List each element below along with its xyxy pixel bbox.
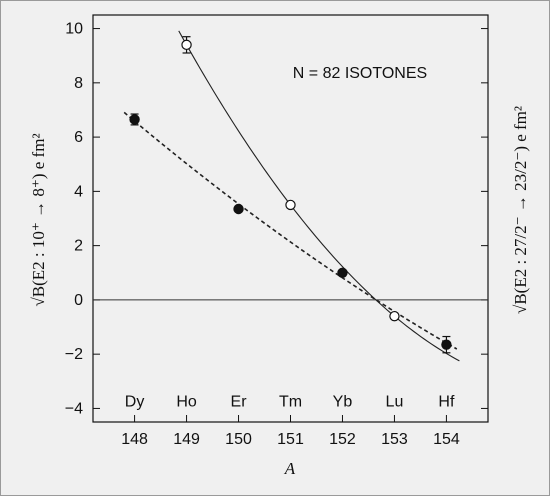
data-point-filled: [129, 114, 140, 125]
y-tick-label: −2: [65, 346, 83, 363]
y-tick-label: 10: [65, 21, 83, 38]
x-tick-label: 152: [329, 431, 356, 448]
y-tick-label: 2: [74, 238, 83, 255]
data-point-open: [285, 199, 296, 211]
plot-frame: [92, 14, 489, 423]
element-label: Ho: [176, 394, 197, 411]
data-point-filled: [233, 203, 244, 215]
chart-title: N = 82 ISOTONES: [293, 65, 427, 82]
y-tick-label: −4: [65, 400, 83, 417]
data-point-filled: [441, 339, 452, 350]
x-tick-label: 149: [173, 431, 200, 448]
y-tick-label: 6: [74, 129, 83, 146]
data-point-open: [181, 39, 192, 51]
x-axis-label: A: [284, 459, 296, 478]
element-label: Er: [231, 394, 248, 411]
element-label: Tm: [279, 394, 302, 411]
y-tick-label: 8: [74, 75, 83, 92]
y-tick-label: 0: [74, 292, 83, 309]
x-tick-label: 148: [121, 431, 148, 448]
left-axis-label: √B(E2 : 10⁺ → 8⁺) e fm²: [29, 133, 48, 306]
element-label: Hf: [438, 394, 455, 411]
element-label: Dy: [125, 394, 145, 411]
fit-curve-open: [178, 30, 460, 362]
data-point-open: [389, 310, 400, 322]
x-tick-label: 154: [433, 431, 460, 448]
x-tick-label: 150: [225, 431, 252, 448]
right-axis-label: √B(E2 : 27/2⁻ → 23/2⁻) e fm²: [511, 106, 530, 314]
data-point-filled: [337, 267, 348, 278]
fit-curve-filled: [123, 111, 458, 350]
x-tick-label: 153: [381, 431, 408, 448]
y-tick-label: 4: [74, 183, 83, 200]
element-label: Yb: [333, 394, 353, 411]
x-tick-label: 151: [277, 431, 304, 448]
element-label: Lu: [386, 394, 404, 411]
